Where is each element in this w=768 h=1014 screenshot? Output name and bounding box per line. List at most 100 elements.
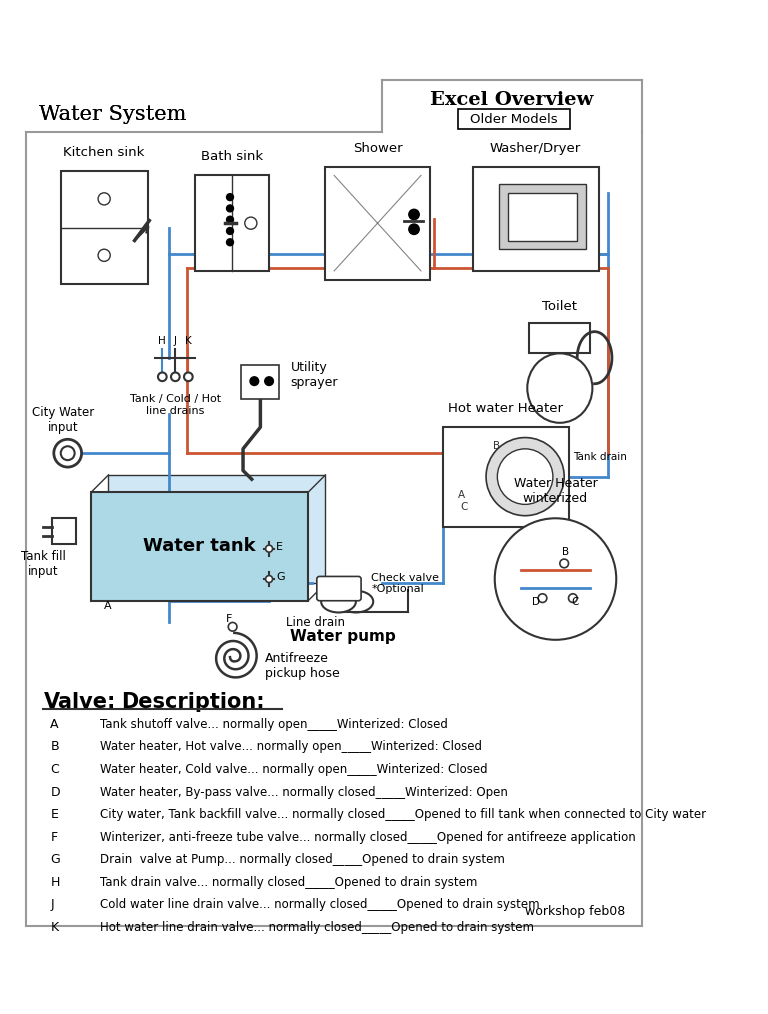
Circle shape	[568, 594, 578, 602]
Ellipse shape	[528, 353, 592, 423]
Text: B: B	[51, 740, 59, 753]
Text: Tank shutoff valve... normally open_____Winterized: Closed: Tank shutoff valve... normally open_____…	[100, 718, 448, 731]
Circle shape	[409, 209, 419, 220]
Text: Tank / Cold / Hot
line drains: Tank / Cold / Hot line drains	[130, 394, 221, 416]
Circle shape	[184, 372, 193, 381]
Circle shape	[409, 224, 419, 234]
Text: K: K	[185, 337, 192, 347]
FancyBboxPatch shape	[241, 365, 280, 399]
Text: D: D	[532, 597, 541, 607]
Text: Water System: Water System	[39, 105, 187, 124]
Circle shape	[227, 216, 233, 223]
Circle shape	[538, 594, 547, 602]
FancyBboxPatch shape	[529, 323, 591, 353]
Text: E: E	[51, 808, 58, 821]
FancyBboxPatch shape	[508, 193, 578, 240]
FancyBboxPatch shape	[317, 576, 361, 600]
FancyBboxPatch shape	[458, 108, 571, 130]
Text: Water heater, By-pass valve... normally closed_____Winterized: Open: Water heater, By-pass valve... normally …	[100, 786, 508, 799]
FancyBboxPatch shape	[442, 427, 568, 527]
FancyBboxPatch shape	[108, 475, 326, 583]
Circle shape	[98, 193, 111, 205]
Text: Utility
sprayer: Utility sprayer	[291, 361, 338, 389]
Text: Water System: Water System	[39, 105, 187, 124]
Text: C: C	[571, 597, 578, 607]
Text: Water tank: Water tank	[144, 537, 256, 555]
Text: H: H	[158, 337, 166, 347]
Text: City water, Tank backfill valve... normally closed_____Opened to fill tank when : City water, Tank backfill valve... norma…	[100, 808, 706, 821]
Text: B: B	[493, 441, 500, 451]
Text: B: B	[562, 547, 570, 557]
Text: Winterizer, anti-freeze tube valve... normally closed_____Opened for antifreeze : Winterizer, anti-freeze tube valve... no…	[100, 830, 636, 844]
Circle shape	[560, 559, 568, 568]
FancyBboxPatch shape	[61, 171, 147, 284]
Text: J: J	[51, 898, 54, 912]
Text: Washer/Dryer: Washer/Dryer	[490, 142, 581, 154]
FancyBboxPatch shape	[52, 518, 76, 545]
Text: C: C	[460, 502, 468, 512]
Circle shape	[227, 227, 233, 234]
Text: Toilet: Toilet	[542, 299, 578, 312]
Text: Excel Overview: Excel Overview	[430, 91, 594, 108]
Circle shape	[265, 377, 273, 385]
Text: Cold water line drain valve... normally closed_____Opened to drain system: Cold water line drain valve... normally …	[100, 898, 539, 912]
Text: Water heater, Hot valve... normally open_____Winterized: Closed: Water heater, Hot valve... normally open…	[100, 740, 482, 753]
Circle shape	[158, 372, 167, 381]
Text: Kitchen sink: Kitchen sink	[64, 146, 145, 159]
Text: Check valve
*Optional: Check valve *Optional	[372, 573, 439, 594]
Circle shape	[171, 372, 180, 381]
Text: Antifreeze
pickup hose: Antifreeze pickup hose	[265, 652, 339, 679]
Circle shape	[250, 377, 259, 385]
Text: K: K	[51, 921, 58, 934]
Text: Water pump: Water pump	[290, 630, 396, 644]
Circle shape	[61, 446, 74, 460]
Circle shape	[98, 249, 111, 262]
Text: Tank drain valve... normally closed_____Opened to drain system: Tank drain valve... normally closed_____…	[100, 876, 477, 889]
Text: Hot water Heater: Hot water Heater	[448, 402, 563, 415]
FancyBboxPatch shape	[91, 492, 308, 600]
Text: Tank fill
input: Tank fill input	[21, 551, 66, 578]
Text: G: G	[276, 572, 285, 582]
Text: Description:: Description:	[121, 692, 265, 712]
Circle shape	[498, 449, 553, 504]
Text: Valve:: Valve:	[44, 692, 116, 712]
Text: A: A	[458, 491, 465, 500]
Circle shape	[54, 439, 81, 467]
Text: Hot water line drain valve... normally closed_____Opened to drain system: Hot water line drain valve... normally c…	[100, 921, 534, 934]
Text: Water heater, Cold valve... normally open_____Winterized: Closed: Water heater, Cold valve... normally ope…	[100, 764, 488, 776]
Circle shape	[245, 217, 257, 229]
Text: F: F	[51, 830, 58, 844]
FancyBboxPatch shape	[195, 175, 269, 271]
Text: Older Models: Older Models	[470, 114, 558, 127]
Text: Drain  valve at Pump... normally closed_____Opened to drain system: Drain valve at Pump... normally closed__…	[100, 854, 505, 866]
Ellipse shape	[321, 591, 356, 612]
Circle shape	[266, 576, 273, 582]
FancyBboxPatch shape	[473, 166, 599, 271]
Text: Bath sink: Bath sink	[200, 150, 263, 163]
Text: G: G	[51, 854, 60, 866]
Text: H: H	[51, 876, 60, 889]
FancyBboxPatch shape	[339, 590, 408, 612]
Text: A: A	[104, 601, 112, 611]
Circle shape	[228, 623, 237, 631]
Text: F: F	[226, 614, 232, 625]
Text: D: D	[51, 786, 60, 799]
Text: Shower: Shower	[353, 142, 402, 154]
Text: E: E	[276, 541, 283, 552]
Text: Water Heater
winterized: Water Heater winterized	[514, 478, 598, 505]
Circle shape	[495, 518, 616, 640]
Text: C: C	[51, 764, 59, 776]
Text: A: A	[51, 718, 59, 731]
Ellipse shape	[339, 591, 373, 612]
Circle shape	[227, 205, 233, 212]
Circle shape	[227, 238, 233, 245]
Circle shape	[266, 546, 273, 553]
Text: City Water
input: City Water input	[32, 406, 94, 434]
Text: Tank drain: Tank drain	[573, 452, 627, 462]
Text: workshop feb08: workshop feb08	[525, 904, 625, 918]
Text: Line drain: Line drain	[286, 615, 346, 629]
FancyBboxPatch shape	[499, 185, 586, 249]
Text: J: J	[174, 337, 177, 347]
Circle shape	[486, 438, 564, 516]
FancyBboxPatch shape	[326, 166, 429, 280]
